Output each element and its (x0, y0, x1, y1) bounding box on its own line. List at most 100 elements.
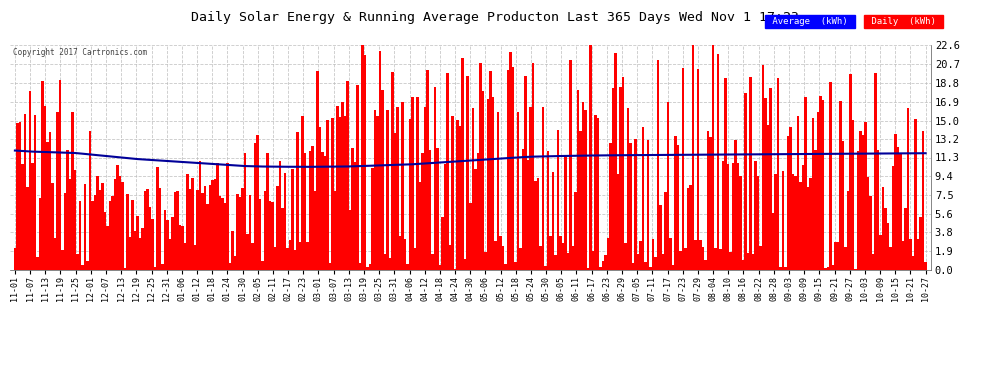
Bar (751, 254, 754, 270)
Bar (599, 267, 602, 270)
Bar (247, 234, 248, 270)
Bar (889, 246, 892, 270)
Bar (142, 228, 144, 270)
Bar (216, 163, 219, 270)
Bar (99, 190, 101, 270)
Bar (219, 196, 222, 270)
Bar (867, 177, 869, 270)
Bar (158, 188, 161, 270)
Bar (348, 210, 351, 270)
Bar (784, 267, 787, 270)
Bar (296, 132, 299, 270)
Bar (527, 160, 529, 270)
Bar (522, 148, 524, 270)
Bar (334, 191, 337, 270)
Bar (851, 120, 854, 270)
Bar (504, 264, 507, 270)
Bar (161, 264, 163, 270)
Bar (204, 186, 206, 270)
Bar (312, 146, 314, 270)
Bar (319, 127, 322, 270)
Bar (882, 188, 884, 270)
Bar (434, 87, 437, 270)
Bar (61, 250, 63, 270)
Bar (617, 174, 619, 270)
Bar (844, 247, 846, 270)
Bar (96, 176, 99, 270)
Bar (640, 242, 642, 270)
Bar (884, 208, 887, 270)
Bar (910, 240, 912, 270)
Bar (534, 181, 537, 270)
Bar (814, 150, 817, 270)
Bar (339, 117, 342, 270)
Bar (322, 152, 324, 270)
Bar (551, 172, 554, 270)
Bar (404, 239, 407, 270)
Bar (222, 198, 224, 270)
Bar (174, 192, 176, 270)
Bar (874, 73, 877, 270)
Bar (840, 101, 842, 270)
Bar (344, 116, 346, 270)
Bar (399, 236, 402, 270)
Bar (849, 74, 851, 270)
Bar (499, 236, 502, 270)
Bar (744, 93, 746, 270)
Bar (229, 263, 232, 270)
Bar (612, 88, 614, 270)
Bar (759, 246, 761, 270)
Bar (284, 174, 286, 270)
Bar (248, 195, 251, 270)
Bar (727, 164, 730, 270)
Bar (86, 261, 89, 270)
Bar (694, 240, 697, 270)
Bar (379, 51, 381, 270)
Bar (299, 242, 301, 270)
Bar (196, 190, 199, 270)
Bar (517, 111, 519, 270)
Bar (47, 142, 49, 270)
Bar (184, 243, 186, 270)
Bar (904, 208, 907, 270)
Bar (887, 223, 889, 270)
Bar (461, 58, 464, 270)
Bar (879, 235, 882, 270)
Bar (854, 269, 856, 270)
Bar (353, 162, 356, 270)
Bar (549, 236, 551, 270)
Bar (116, 165, 119, 270)
Bar (147, 189, 148, 270)
Bar (864, 122, 867, 270)
Bar (144, 190, 147, 270)
Bar (697, 69, 699, 270)
Bar (451, 116, 454, 270)
Bar (211, 180, 214, 270)
Bar (271, 202, 274, 270)
Bar (692, 45, 694, 270)
Bar (730, 252, 732, 270)
Bar (656, 60, 659, 270)
Bar (342, 102, 344, 270)
Bar (31, 163, 34, 270)
Bar (735, 140, 737, 270)
Bar (789, 127, 792, 270)
Bar (842, 141, 844, 270)
Bar (581, 102, 584, 270)
Bar (907, 108, 910, 270)
Bar (687, 188, 689, 270)
Bar (29, 91, 31, 270)
Bar (602, 261, 604, 270)
Bar (442, 217, 444, 270)
Bar (579, 131, 581, 270)
Bar (920, 217, 922, 270)
Bar (446, 73, 449, 270)
Bar (264, 191, 266, 270)
Bar (402, 102, 404, 270)
Bar (394, 133, 396, 270)
Bar (224, 203, 227, 270)
Bar (544, 266, 546, 270)
Bar (622, 77, 624, 270)
Bar (346, 81, 348, 270)
Bar (396, 107, 399, 270)
